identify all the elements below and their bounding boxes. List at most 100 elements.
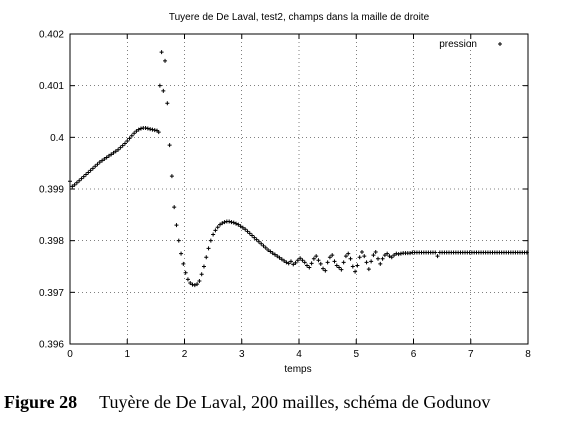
data-point	[309, 261, 314, 266]
x-tick-label: 3	[239, 349, 245, 360]
x-tick-label: 7	[468, 349, 474, 360]
y-tick-label: 0.401	[39, 81, 64, 92]
data-point	[195, 282, 200, 287]
data-point	[291, 262, 296, 267]
data-point	[332, 259, 337, 264]
data-point	[197, 278, 202, 283]
data-point	[316, 258, 321, 263]
data-point	[330, 253, 335, 258]
data-point	[74, 180, 79, 185]
data-point	[311, 256, 316, 261]
y-tick-label: 0.396	[39, 340, 64, 351]
data-point	[174, 223, 179, 228]
data-point	[231, 220, 236, 225]
legend: pression	[439, 39, 502, 50]
data-point	[350, 264, 355, 269]
data-point	[295, 258, 300, 263]
data-point	[263, 245, 268, 250]
figure-caption-text: Tuyère de De Laval, 200 mailles, schéma …	[99, 392, 491, 412]
data-point	[127, 136, 132, 141]
data-point	[150, 127, 155, 132]
data-point	[387, 254, 392, 259]
data-point	[334, 263, 339, 268]
data-point	[134, 129, 139, 134]
figure-caption: Figure 28 Tuyère de De Laval, 200 mailles…	[4, 392, 490, 413]
x-tick-label: 4	[296, 349, 302, 360]
pressure-chart: Tuyere de De Laval, test2, champs dans l…	[39, 12, 531, 375]
data-point	[90, 166, 95, 171]
data-point	[236, 222, 241, 227]
data-point	[220, 221, 225, 226]
data-point	[252, 235, 257, 240]
x-axis: 0 1 2 3 4 5 6 7 8	[67, 34, 531, 360]
data-point	[179, 251, 184, 256]
x-tick-label: 0	[67, 349, 73, 360]
data-point	[279, 257, 284, 262]
data-point	[366, 267, 371, 272]
data-point	[206, 246, 211, 251]
data-point	[373, 250, 378, 255]
data-point	[389, 255, 394, 260]
data-point	[148, 127, 153, 132]
data-point	[394, 251, 399, 256]
data-point	[277, 255, 282, 260]
data-point	[408, 251, 413, 256]
data-point	[302, 260, 307, 265]
data-point	[323, 268, 328, 273]
data-point	[298, 256, 303, 261]
data-point	[318, 261, 323, 266]
data-point	[378, 261, 383, 266]
data-point	[250, 233, 255, 238]
data-point	[70, 184, 75, 189]
data-point	[343, 254, 348, 259]
data-point	[169, 174, 174, 179]
data-point	[157, 83, 162, 88]
data-point	[77, 178, 82, 183]
data-point	[240, 225, 245, 230]
data-point	[213, 228, 218, 233]
data-point	[359, 250, 364, 255]
data-point	[268, 249, 273, 254]
data-point	[353, 269, 358, 274]
data-point	[163, 58, 168, 63]
data-point	[190, 282, 195, 287]
data-point	[362, 254, 367, 259]
data-point	[88, 168, 93, 173]
data-point	[247, 231, 252, 236]
data-point	[86, 170, 91, 175]
data-point	[435, 254, 440, 259]
y-tick-label: 0.397	[39, 288, 64, 299]
data-point	[95, 162, 100, 167]
data-point	[208, 238, 213, 243]
legend-marker-pression	[498, 42, 502, 46]
data-point	[111, 150, 116, 155]
grid	[70, 34, 528, 344]
data-point	[348, 256, 353, 261]
data-point	[234, 221, 239, 226]
data-point	[217, 222, 222, 227]
x-tick-label: 5	[353, 349, 359, 360]
x-tick-label: 6	[411, 349, 417, 360]
data-point	[192, 283, 197, 288]
data-point	[524, 250, 529, 255]
data-point	[259, 241, 264, 246]
data-point	[104, 155, 109, 160]
data-point	[79, 176, 84, 181]
data-point	[238, 224, 243, 229]
data-point	[433, 250, 438, 255]
data-point	[293, 260, 298, 265]
data-point	[120, 143, 125, 148]
data-point	[275, 254, 280, 259]
data-point	[136, 127, 141, 132]
data-point	[68, 179, 72, 184]
data-point	[369, 259, 374, 264]
x-tick-label: 8	[525, 349, 531, 360]
chart-title: Tuyere de De Laval, test2, champs dans l…	[169, 12, 430, 23]
y-tick-label: 0.398	[39, 236, 64, 247]
data-point	[398, 251, 403, 256]
y-tick-label: 0.399	[39, 185, 64, 196]
data-point	[339, 267, 344, 272]
data-point	[327, 255, 332, 260]
data-point	[261, 243, 266, 248]
data-point	[215, 225, 220, 230]
